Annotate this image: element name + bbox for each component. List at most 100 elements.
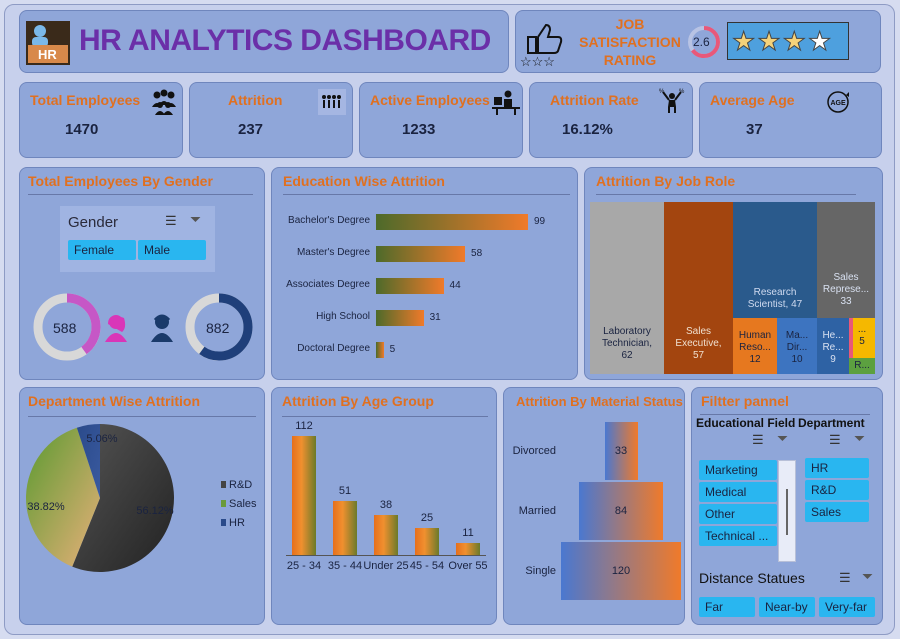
tile-label: Research Scientist, 47	[747, 287, 803, 310]
distance-option-near-by[interactable]: Near-by	[759, 597, 815, 617]
bar[interactable]	[579, 482, 663, 540]
star-icon: ★	[782, 26, 806, 56]
edu-option-medical[interactable]: Medical	[699, 482, 777, 502]
tile-label: Sales Represe...	[822, 272, 870, 295]
tile-label: Laboratory Technician,	[601, 326, 653, 349]
multi-select-icon[interactable]: ☰	[165, 213, 177, 228]
card-title: Attrition By Age Group	[282, 393, 434, 409]
card-title: Department Wise Attrition	[28, 393, 201, 409]
female-count: 588	[53, 320, 77, 336]
people-icon	[152, 89, 176, 115]
bar[interactable]	[333, 500, 357, 555]
department-pie: 56.12% 38.82% 5.06% R&D Sales HR	[25, 424, 257, 572]
bar-category-label: Over 55	[448, 560, 488, 572]
multi-select-icon[interactable]: ☰	[839, 570, 851, 585]
kpi-average-age: Average Age 37 AGE	[699, 82, 882, 158]
bar[interactable]	[561, 542, 681, 600]
edu-option-technical[interactable]: Technical ...	[699, 526, 777, 546]
treemap-tile[interactable]: Research Scientist, 47	[733, 202, 817, 318]
bar-category-label: Doctoral Degree	[297, 343, 370, 354]
page-title: HR ANALYTICS DASHBOARD	[79, 24, 491, 57]
multi-select-icon[interactable]: ☰	[752, 432, 764, 447]
bar[interactable]	[374, 514, 398, 555]
title-divider	[28, 416, 256, 417]
title-divider	[283, 194, 570, 195]
tile-label: R...	[854, 360, 870, 371]
kpi-label: Total Employees	[30, 92, 141, 108]
clear-filter-icon[interactable]: ⏷	[854, 430, 866, 446]
satisfaction-gauge: 2.6	[687, 25, 721, 59]
bar[interactable]	[415, 528, 439, 555]
edu-scrollbar[interactable]	[778, 460, 796, 562]
title-divider	[282, 416, 488, 417]
clear-filter-icon[interactable]: ⏷	[862, 568, 874, 584]
tile-label: Sales Executive,	[675, 326, 722, 349]
thumbs-up-icon: ☆☆☆	[520, 19, 566, 69]
scrollbar-thumb[interactable]	[786, 489, 788, 535]
pie-slice[interactable]	[72, 424, 174, 572]
bar[interactable]	[456, 543, 480, 555]
clear-filter-icon[interactable]: ⏷	[190, 211, 202, 227]
bar[interactable]	[604, 422, 638, 480]
distance-option-very-far[interactable]: Very-far	[819, 597, 875, 617]
kpi-label: Attrition Rate	[550, 92, 639, 108]
star-icon: ★	[757, 26, 781, 56]
male-donut	[185, 293, 253, 361]
treemap-tile[interactable]: Sales Represe... 33	[817, 202, 875, 318]
pie-slice[interactable]	[25, 427, 101, 567]
bar-value-label: 112	[295, 420, 313, 432]
edu-field-label: Educational Field	[696, 416, 796, 430]
tile-value: 5	[859, 336, 865, 347]
department-card: Department Wise Attrition 56.12% 38.82% 5.…	[19, 387, 265, 625]
treemap-tile[interactable]	[849, 318, 853, 358]
treemap-tile[interactable]: Ma... Dir... 10	[777, 318, 817, 374]
legend-label: HR	[229, 517, 245, 529]
gender-option-male[interactable]: Male	[138, 240, 206, 260]
tile-label: He... Re...	[822, 330, 844, 353]
bar[interactable]	[376, 278, 444, 294]
gender-option-female[interactable]: Female	[68, 240, 136, 260]
kpi-value: 16.12%	[562, 121, 613, 138]
bar-category-label: 45 - 54	[409, 560, 445, 572]
svg-text:☆☆☆: ☆☆☆	[520, 54, 555, 67]
marital-card: Attrition By Material Status 33 Divorced 8…	[503, 387, 685, 625]
distance-option-far[interactable]: Far	[699, 597, 755, 617]
bar-value-label: 84	[614, 505, 628, 517]
bar[interactable]	[292, 436, 316, 555]
kpi-attrition: Attrition 237	[189, 82, 353, 158]
treemap-tile[interactable]: He... Re... 9	[817, 318, 849, 374]
bar-value-label: 25	[420, 512, 434, 525]
pie-slice[interactable]	[76, 424, 100, 498]
treemap-tile[interactable]: Sales Executive, 57	[664, 202, 733, 374]
bar-category-label: Married	[518, 505, 556, 517]
tile-value: 33	[840, 296, 852, 307]
kpi-value: 37	[746, 121, 763, 138]
clear-filter-icon[interactable]: ⏷	[777, 430, 789, 446]
tile-value: 57	[692, 350, 705, 361]
edu-option-other[interactable]: Other	[699, 504, 777, 524]
jobrole-card: Attrition By Job Role Laboratory Technic…	[584, 167, 883, 380]
tile-label: ...	[857, 324, 867, 335]
hr-logo-icon: HR	[26, 21, 70, 65]
male-icon	[151, 314, 173, 342]
treemap-tile[interactable]: Human Reso... 12	[733, 318, 777, 374]
treemap-tile[interactable]: R...	[849, 358, 875, 374]
bar[interactable]	[376, 342, 384, 358]
bar[interactable]	[376, 310, 424, 326]
female-donut	[33, 293, 101, 361]
bar-category-label: High School	[316, 311, 370, 322]
treemap-tile[interactable]: Laboratory Technician, 62	[590, 202, 664, 374]
bar-category-label: Bachelor's Degree	[288, 215, 370, 226]
bar[interactable]	[376, 214, 528, 230]
female-icon	[105, 315, 127, 342]
dept-option-sales[interactable]: Sales	[805, 502, 869, 522]
multi-select-icon[interactable]: ☰	[829, 432, 841, 447]
edu-option-marketing[interactable]: Marketing	[699, 460, 777, 480]
dept-option-rd[interactable]: R&D	[805, 480, 869, 500]
legend-swatch	[221, 519, 226, 526]
bar-category-label: Under 25	[363, 560, 409, 572]
treemap-tile[interactable]: ... 5	[849, 318, 875, 358]
desk-worker-icon	[492, 90, 520, 115]
dept-option-hr[interactable]: HR	[805, 458, 869, 478]
bar[interactable]	[376, 246, 466, 262]
